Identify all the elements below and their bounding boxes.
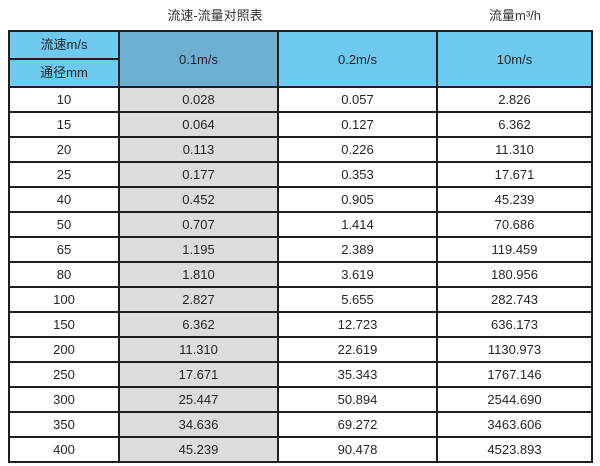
flow-0.2-cell: 5.655	[277, 286, 438, 313]
velocity-header-0.1: 0.1m/s	[118, 30, 279, 88]
flow-0.1-cell: 2.827	[118, 286, 279, 313]
table-row: 25 0.177 0.353 17.671	[8, 161, 593, 188]
flow-0.1-cell: 25.447	[118, 386, 279, 413]
flow-10-cell: 636.173	[436, 311, 593, 338]
flow-rate-table: 流速m/s 通径mm 0.1m/s 0.2m/s 10m/s 10 0.028 …	[8, 30, 593, 463]
flow-0.1-cell: 45.239	[118, 436, 279, 463]
header-row: 流速m/s 通径mm 0.1m/s 0.2m/s 10m/s	[8, 30, 593, 88]
flow-10-cell: 6.362	[436, 111, 593, 138]
title-bar: 流速-流量对照表 流量m³/h	[0, 0, 600, 28]
diameter-cell: 50	[8, 211, 120, 238]
flow-0.1-cell: 6.362	[118, 311, 279, 338]
diameter-cell: 200	[8, 336, 120, 363]
flow-0.2-cell: 0.127	[277, 111, 438, 138]
flow-10-cell: 1767.146	[436, 361, 593, 388]
diameter-cell: 25	[8, 161, 120, 188]
table-row: 300 25.447 50.894 2544.690	[8, 386, 593, 413]
table-row: 150 6.362 12.723 636.173	[8, 311, 593, 338]
flow-0.2-cell: 0.905	[277, 186, 438, 213]
table-row: 10 0.028 0.057 2.826	[8, 86, 593, 113]
table-row: 350 34.636 69.272 3463.606	[8, 411, 593, 438]
flow-10-cell: 17.671	[436, 161, 593, 188]
diameter-cell: 150	[8, 311, 120, 338]
flow-10-cell: 282.743	[436, 286, 593, 313]
diameter-cell: 250	[8, 361, 120, 388]
flow-10-cell: 11.310	[436, 136, 593, 163]
flow-0.1-cell: 17.671	[118, 361, 279, 388]
flow-0.2-cell: 69.272	[277, 411, 438, 438]
corner-diameter-label: 通径mm	[40, 65, 88, 80]
diameter-cell: 15	[8, 111, 120, 138]
flow-10-cell: 70.686	[436, 211, 593, 238]
flow-0.2-cell: 2.389	[277, 236, 438, 263]
flow-0.2-cell: 90.478	[277, 436, 438, 463]
flow-0.1-cell: 0.452	[118, 186, 279, 213]
table-row: 100 2.827 5.655 282.743	[8, 286, 593, 313]
flow-10-cell: 45.239	[436, 186, 593, 213]
flow-unit-title: 流量m³/h	[488, 8, 542, 23]
flow-0.1-cell: 1.810	[118, 261, 279, 288]
velocity-header-10: 10m/s	[436, 30, 593, 88]
flow-0.2-cell: 1.414	[277, 211, 438, 238]
table-row: 50 0.707 1.414 70.686	[8, 211, 593, 238]
diameter-cell: 100	[8, 286, 120, 313]
table-row: 80 1.810 3.619 180.956	[8, 261, 593, 288]
diameter-cell: 400	[8, 436, 120, 463]
flow-0.1-cell: 11.310	[118, 336, 279, 363]
flow-10-cell: 1130.973	[436, 336, 593, 363]
table-row: 400 45.239 90.478 4523.893	[8, 436, 593, 463]
flow-0.1-cell: 34.636	[118, 411, 279, 438]
flow-0.2-cell: 22.619	[277, 336, 438, 363]
flow-0.2-cell: 0.057	[277, 86, 438, 113]
flow-0.2-cell: 0.226	[277, 136, 438, 163]
flow-0.2-cell: 35.343	[277, 361, 438, 388]
flow-0.2-cell: 0.353	[277, 161, 438, 188]
flow-10-cell: 2544.690	[436, 386, 593, 413]
diameter-cell: 10	[8, 86, 120, 113]
diameter-cell: 350	[8, 411, 120, 438]
flow-0.1-cell: 0.064	[118, 111, 279, 138]
table-row: 40 0.452 0.905 45.239	[8, 186, 593, 213]
table-row: 250 17.671 35.343 1767.146	[8, 361, 593, 388]
flow-0.1-cell: 0.177	[118, 161, 279, 188]
flow-0.2-cell: 3.619	[277, 261, 438, 288]
flow-10-cell: 2.826	[436, 86, 593, 113]
flow-0.1-cell: 1.195	[118, 236, 279, 263]
table-row: 15 0.064 0.127 6.362	[8, 111, 593, 138]
flow-0.1-cell: 0.028	[118, 86, 279, 113]
diameter-cell: 20	[8, 136, 120, 163]
corner-header-cell: 流速m/s 通径mm	[8, 30, 120, 88]
flow-10-cell: 4523.893	[436, 436, 593, 463]
flow-0.2-cell: 12.723	[277, 311, 438, 338]
flow-0.1-cell: 0.113	[118, 136, 279, 163]
table-row: 65 1.195 2.389 119.459	[8, 236, 593, 263]
table-row: 20 0.113 0.226 11.310	[8, 136, 593, 163]
flow-0.1-cell: 0.707	[118, 211, 279, 238]
table-title: 流速-流量对照表	[167, 8, 263, 23]
flow-10-cell: 119.459	[436, 236, 593, 263]
velocity-header-0.2: 0.2m/s	[277, 30, 438, 88]
flow-10-cell: 180.956	[436, 261, 593, 288]
diameter-cell: 40	[8, 186, 120, 213]
flow-0.2-cell: 50.894	[277, 386, 438, 413]
flow-10-cell: 3463.606	[436, 411, 593, 438]
diameter-cell: 65	[8, 236, 120, 263]
table-row: 200 11.310 22.619 1130.973	[8, 336, 593, 363]
diameter-cell: 80	[8, 261, 120, 288]
diameter-cell: 300	[8, 386, 120, 413]
corner-velocity-label: 流速m/s	[11, 33, 117, 60]
